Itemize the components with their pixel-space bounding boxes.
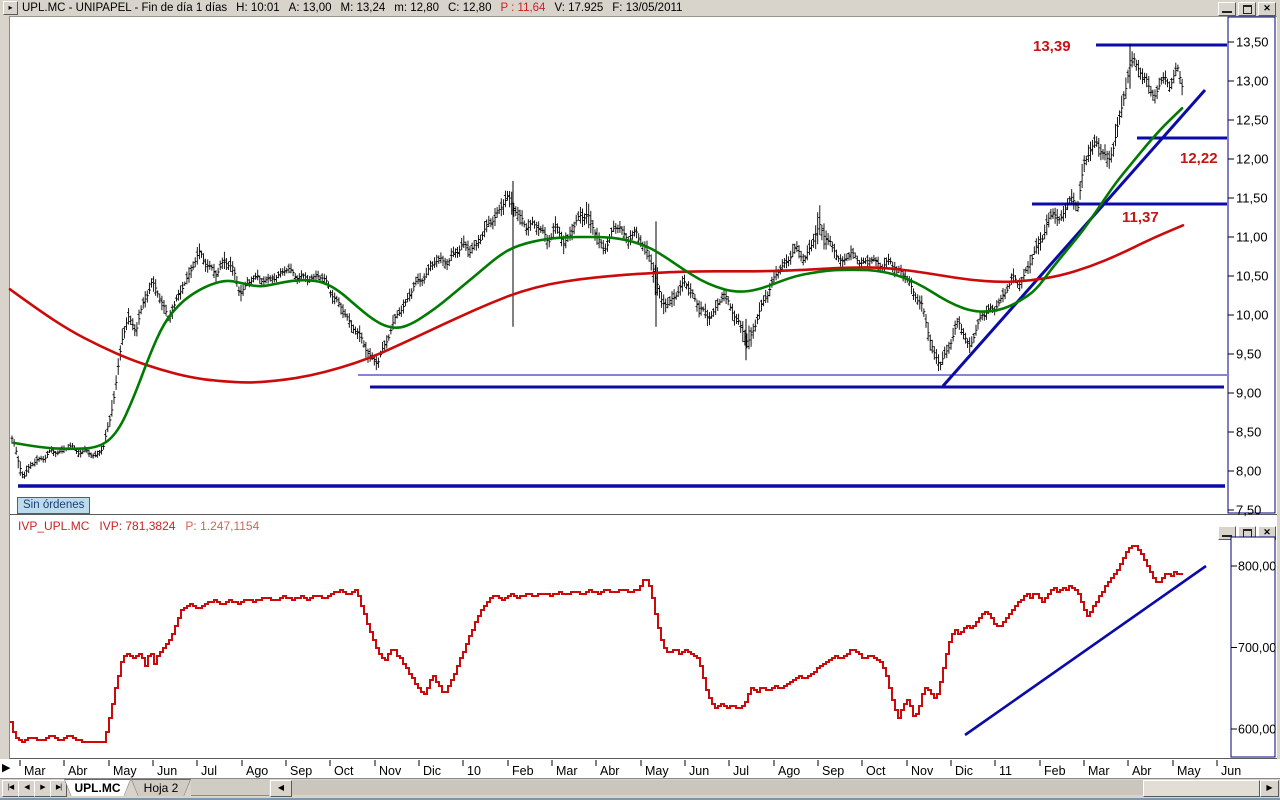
tab-label: UPL.MC — [65, 780, 130, 796]
tab-upl-mc[interactable]: UPL.MC — [64, 779, 131, 796]
ivp-value-axis[interactable] — [1231, 537, 1275, 757]
maximize-icon[interactable] — [1238, 2, 1256, 16]
minimize-icon[interactable] — [1218, 526, 1236, 540]
horizontal-scrollbar-thumb[interactable] — [1143, 780, 1260, 797]
panel-separator[interactable] — [0, 514, 1280, 515]
title-part: A: 13,00 — [288, 2, 332, 14]
ivp-header-part: P: 1.247,1154 — [185, 519, 260, 533]
chart-title: UPL.MC - UNIPAPEL - Fin de día 1 días H: … — [22, 2, 691, 14]
tab-scroll-next-icon[interactable]: ▶ — [34, 780, 51, 797]
panel-bottom-border — [0, 758, 1280, 759]
tab-hoja-2[interactable]: Hoja 2 — [131, 779, 191, 796]
window-menu-icon[interactable]: ▸ — [3, 1, 18, 15]
minimize-icon[interactable] — [1218, 2, 1236, 16]
window-left-border — [0, 16, 10, 797]
close-icon[interactable]: ✕ — [1258, 526, 1276, 540]
scrollbar-right-icon[interactable]: ▶ — [1260, 780, 1279, 797]
horizontal-scrollbar-track[interactable] — [292, 780, 1258, 795]
title-part: C: 12,80 — [448, 2, 492, 14]
title-part: V: 17.925 — [554, 2, 604, 14]
main-chart-plot-area[interactable] — [10, 17, 1228, 514]
title-part: F: 13/05/2011 — [612, 2, 683, 14]
desktop-edge — [0, 797, 1280, 800]
maximize-icon[interactable] — [1238, 526, 1256, 540]
ivp-header-part: IVP: 781,3824 — [99, 519, 176, 533]
tab-scroll-first-icon[interactable]: |◀ — [2, 780, 19, 797]
title-part: m: 12,80 — [394, 2, 439, 14]
ivp-indicator-header: IVP_UPL.MC IVP: 781,3824 P: 1.247,1154 — [18, 519, 269, 533]
time-axis-strip — [0, 759, 1280, 778]
no-orders-badge[interactable]: Sin órdenes — [17, 497, 91, 514]
scrollbar-left-icon[interactable]: ◀ — [270, 780, 292, 797]
title-part: UPL.MC - UNIPAPEL - Fin de día 1 días — [22, 2, 228, 14]
ivp-header-part: IVP_UPL.MC — [18, 519, 90, 533]
empty-tab-strip — [191, 779, 269, 796]
window-right-border — [1277, 16, 1280, 797]
tab-scroll-prev-icon[interactable]: ◀ — [18, 780, 35, 797]
axis-corner-arrow-icon: ▶ — [2, 762, 11, 774]
tab-label: Hoja 2 — [132, 780, 190, 796]
title-part: M: 13,24 — [340, 2, 386, 14]
ivp-plot-area[interactable] — [10, 537, 1231, 757]
main-price-axis[interactable] — [1228, 17, 1275, 513]
close-icon[interactable]: ✕ — [1258, 2, 1276, 16]
ivp-window-controls: ✕ — [1218, 526, 1276, 540]
tab-scroll-last-icon[interactable]: ▶| — [50, 780, 67, 797]
title-part: H: 10:01 — [236, 2, 280, 14]
last-price-value: P : 11,64 — [500, 2, 546, 14]
title-bar[interactable]: ▸ UPL.MC - UNIPAPEL - Fin de día 1 días H… — [0, 0, 1280, 17]
main-window-controls: ✕ — [1218, 2, 1276, 16]
